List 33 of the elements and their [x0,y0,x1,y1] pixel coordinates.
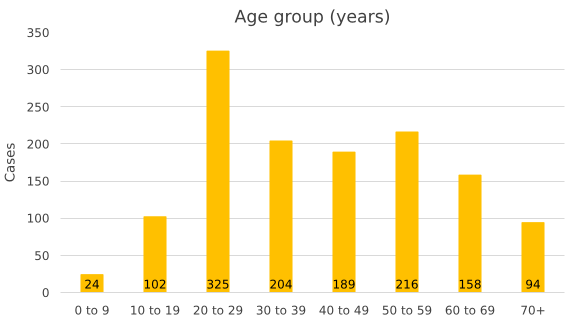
x-tick-label: 20 to 29 [192,304,244,318]
x-tick-label: 40 to 49 [318,304,370,318]
x-tick-label: 60 to 69 [444,304,496,318]
y-axis-title: Cases [4,142,19,182]
data-label: 102 [144,278,166,292]
bar [206,50,230,292]
data-label: 158 [458,278,482,292]
y-tick-label: 50 [34,248,50,263]
x-tick-label: 30 to 39 [256,304,306,318]
bar [332,152,356,292]
bar [458,174,482,292]
data-label: 325 [206,278,230,292]
chart-title: Age group (years) [234,8,391,28]
data-label: 24 [84,278,100,292]
data-label: 204 [270,278,292,292]
y-tick-label: 200 [26,137,50,152]
bar [395,132,419,292]
bar [521,222,545,292]
data-label: 216 [396,278,418,292]
y-tick-label: 250 [26,100,50,114]
data-label: 189 [332,278,356,292]
x-tick-label: 10 to 19 [130,304,180,318]
y-tick-label: 300 [26,63,50,78]
y-tick-label: 350 [26,26,50,40]
x-tick-label: 50 to 59 [382,304,432,318]
y-tick-label: 0 [42,286,50,300]
x-tick-label: 70+ [520,304,546,318]
data-label: 94 [525,278,541,292]
y-tick-label: 100 [26,212,50,226]
bar [269,140,293,292]
y-tick-label: 150 [26,174,50,189]
x-tick-label: 0 to 9 [74,304,110,318]
bar [143,216,167,292]
